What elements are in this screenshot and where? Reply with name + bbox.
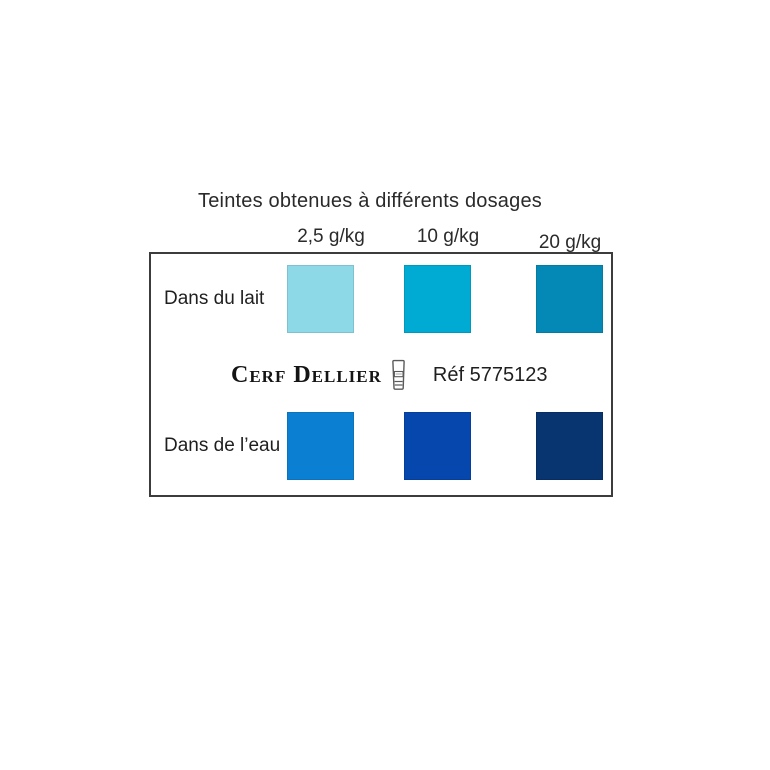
- swatch-table: Dans du lait Cerf Dellier Réf 5775123 Da…: [149, 252, 613, 497]
- swatch-eau-10gkg: [404, 412, 471, 480]
- piping-bag-icon: [392, 359, 405, 390]
- brand-row: Cerf Dellier Réf 5775123: [231, 357, 547, 393]
- chart-title: Teintes obtenues à différents dosages: [198, 190, 542, 212]
- brand-logo-text: Cerf Dellier: [231, 362, 382, 388]
- column-header-dosage-2-5: 2,5 g/kg: [297, 226, 365, 247]
- column-header-dosage-10: 10 g/kg: [416, 226, 480, 247]
- swatch-eau-2-5gkg: [287, 412, 354, 480]
- swatch-lait-20gkg: [536, 265, 603, 333]
- swatch-lait-10gkg: [404, 265, 471, 333]
- swatch-eau-20gkg: [536, 412, 603, 480]
- product-reference: Réf 5775123: [432, 363, 548, 386]
- row-label-water: Dans de l’eau: [164, 435, 281, 456]
- column-header-dosage-20: 20 g/kg: [538, 232, 602, 253]
- row-label-milk: Dans du lait: [164, 288, 265, 309]
- swatch-lait-2-5gkg: [287, 265, 354, 333]
